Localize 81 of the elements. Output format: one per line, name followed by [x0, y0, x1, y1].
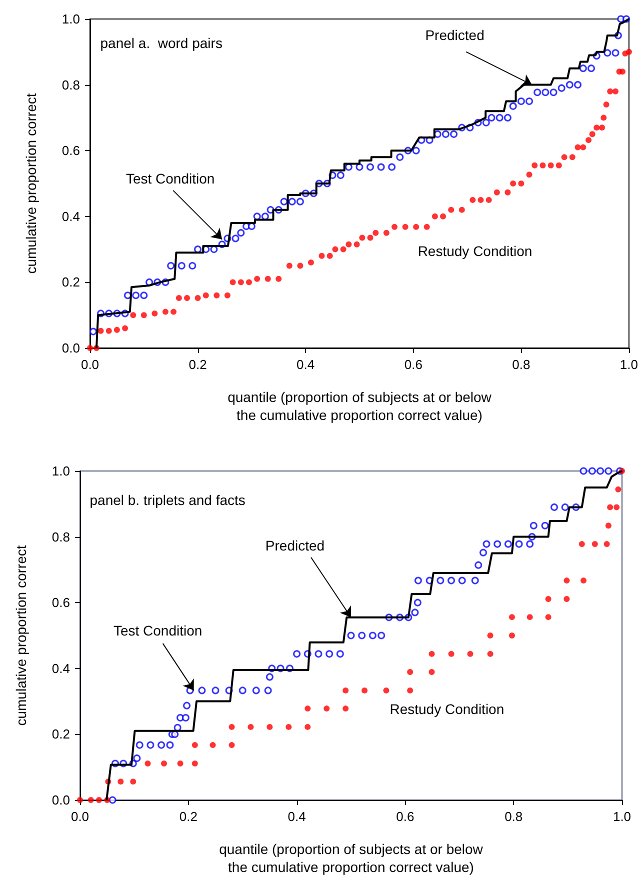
point — [286, 724, 292, 730]
y-axis-title: cumulative proportion correct — [23, 93, 39, 274]
x-tick-label: 0.4 — [288, 809, 306, 824]
annotation: Predicted — [265, 537, 325, 554]
point — [96, 797, 102, 803]
point — [428, 669, 435, 676]
x-axis-title: quantile (proportion of subjects at or below the cumulative proportion correct value) — [219, 841, 484, 875]
point — [362, 687, 368, 694]
point — [578, 541, 585, 548]
point — [607, 504, 614, 510]
point — [161, 760, 168, 766]
point — [192, 760, 198, 766]
point — [324, 706, 330, 712]
y-tick-label: 0.4 — [62, 208, 80, 224]
annotation: panel a. word pairs — [100, 35, 222, 52]
point — [545, 596, 552, 602]
point — [487, 632, 494, 638]
y-tick-label: 1.0 — [52, 464, 70, 478]
point — [605, 522, 612, 529]
point — [614, 504, 620, 510]
x-tick-label: 0.8 — [512, 357, 530, 372]
annotation: Predicted — [425, 26, 484, 43]
x-tick-label: 0.4 — [296, 357, 315, 372]
point — [407, 669, 414, 676]
y-tick-label: 0.4 — [52, 660, 70, 676]
point — [545, 614, 552, 620]
x-tick-label: 0.0 — [80, 357, 100, 372]
point — [304, 724, 311, 730]
point — [144, 760, 151, 766]
x-tick-label: 0.2 — [188, 357, 207, 372]
y-tick-label: 0.2 — [62, 274, 80, 290]
y-tick-label: 0.8 — [52, 529, 70, 544]
annotation: panel b. triplets and facts — [90, 492, 246, 508]
x-axis-title: quantile (proportion of subjects at or below the cumulative proportion correct value) — [228, 389, 492, 423]
point — [88, 797, 94, 803]
annotation: Restudy Condition — [418, 242, 532, 259]
point — [383, 687, 390, 694]
y-tick-label: 1.0 — [62, 12, 80, 26]
annotation: Test Condition — [126, 170, 215, 186]
y-tick-label: 0.6 — [62, 143, 80, 158]
x-tick-label: 0.8 — [504, 809, 523, 824]
x-tick-label: 1.0 — [612, 809, 632, 824]
y-tick-label: 0.0 — [62, 340, 80, 356]
y-tick-label: 0.0 — [52, 792, 70, 808]
x-tick-label: 0.2 — [179, 809, 198, 824]
point — [266, 724, 273, 730]
point — [564, 596, 570, 602]
point — [248, 724, 254, 730]
point — [130, 778, 136, 785]
x-tick-label: 1.0 — [620, 357, 638, 372]
y-tick-label: 0.6 — [52, 595, 70, 610]
point — [467, 650, 474, 657]
point — [407, 687, 414, 694]
point — [604, 541, 610, 548]
point — [508, 614, 515, 620]
point — [580, 578, 587, 584]
point — [304, 706, 311, 712]
x-tick-label: 0.6 — [396, 809, 414, 824]
point — [526, 614, 533, 620]
point — [592, 541, 598, 548]
point — [564, 578, 570, 584]
y-axis-title: cumulative proportion correct — [13, 545, 29, 726]
point — [77, 797, 83, 803]
x-tick-label: 0.6 — [404, 357, 422, 372]
point — [228, 724, 235, 730]
y-tick-label: 0.2 — [52, 726, 70, 742]
y-tick-label: 0.8 — [62, 77, 80, 92]
point — [342, 687, 349, 694]
point — [118, 778, 124, 785]
point — [615, 486, 622, 492]
point — [210, 742, 216, 748]
annotation: Restudy Condition — [390, 700, 504, 717]
point — [428, 650, 435, 657]
point — [342, 706, 349, 712]
point — [508, 632, 515, 638]
point — [192, 742, 198, 748]
point — [177, 760, 184, 766]
point — [228, 742, 235, 748]
point — [448, 650, 454, 657]
point — [487, 650, 494, 657]
annotation: Test Condition — [113, 622, 202, 638]
